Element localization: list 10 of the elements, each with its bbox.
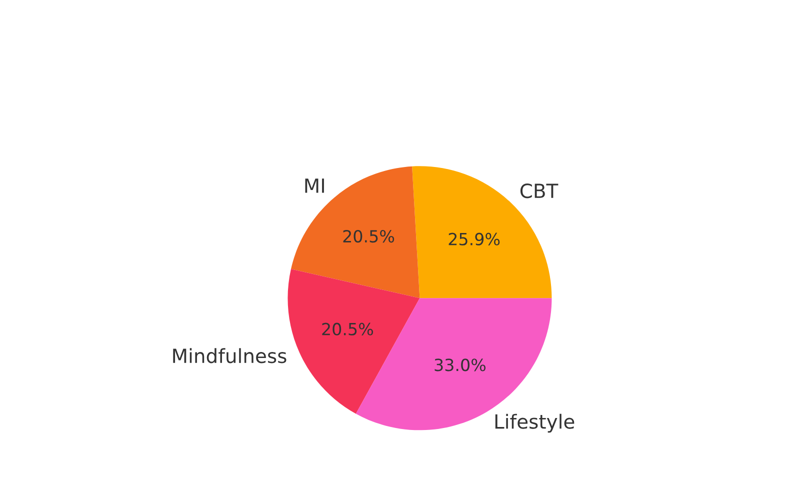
data-label: 33.0% [434,358,486,372]
slice-label: Lifestyle [495,414,574,433]
data-label: 20.5% [343,230,394,243]
data-label: 20.5% [322,322,374,336]
pie-slice [288,268,420,414]
slice-label: Mindfulness [173,348,286,364]
slice-label: CBT [520,183,558,198]
slice-label: MI [305,178,324,193]
data-label: 25.9% [448,232,500,246]
pie-slice [290,166,420,298]
